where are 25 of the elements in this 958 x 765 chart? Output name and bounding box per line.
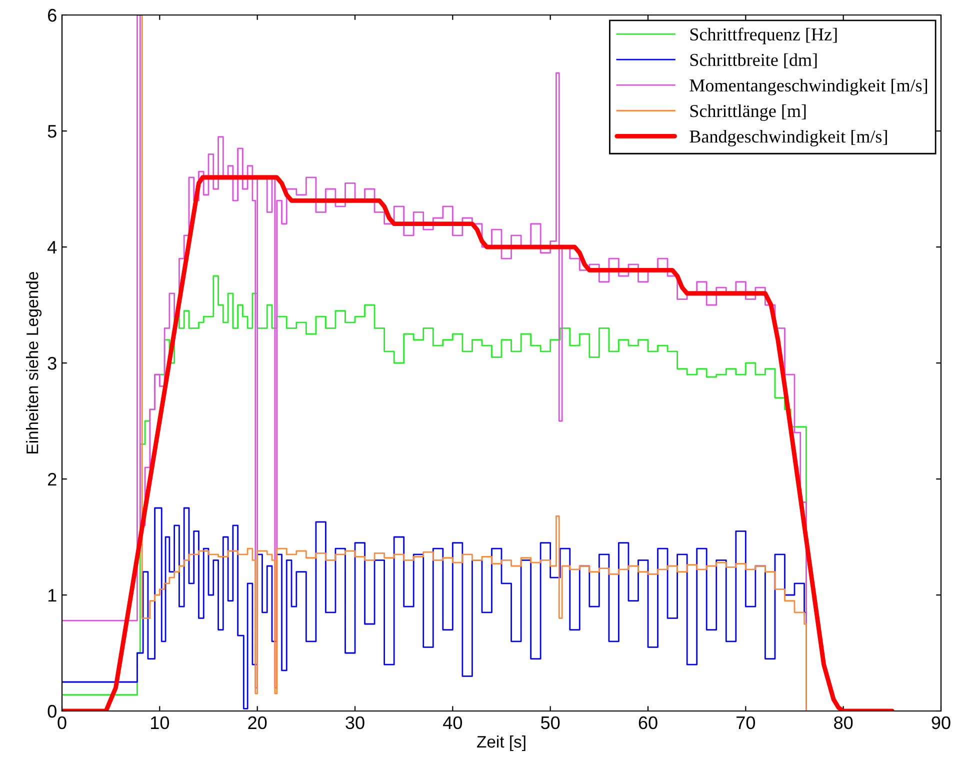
x-tick-label: 40 (443, 716, 462, 730)
y-tick-label: 6 (48, 8, 56, 22)
legend-label: Schrittfrequenz [Hz] (690, 28, 837, 44)
y-tick-label: 1 (48, 589, 56, 602)
x-tick-label: 60 (638, 716, 658, 730)
line-series (62, 175, 894, 711)
x-tick-label: 10 (151, 716, 170, 730)
y-tick-label: 3 (48, 356, 56, 370)
x-tick-label: 20 (248, 716, 267, 730)
y-tick-label: 4 (48, 241, 57, 254)
x-tick-label: 70 (736, 716, 756, 730)
x-axis-title: Zeit [s] (477, 735, 526, 752)
y-tick-label: 0 (48, 704, 56, 718)
y-tick-label: 2 (48, 472, 56, 486)
legend-label: Bandgeschwindigkeit [m/s] (690, 130, 887, 146)
x-tick-label: 80 (834, 716, 853, 730)
x-tick-label: 50 (541, 716, 560, 730)
x-tick-label: 0 (58, 716, 66, 730)
x-tick-label: 30 (346, 716, 364, 730)
y-tick-label: 5 (48, 125, 56, 138)
legend-label: Schrittbreite [dm] (690, 53, 817, 68)
x-tick-label: 90 (932, 716, 950, 730)
legend-label: Momentangeschwindigkeit [m/s] (690, 78, 928, 96)
legend-label: Schrittlänge [m] (690, 104, 806, 121)
y-axis-title: Einheiten siehe Legende (26, 272, 42, 454)
